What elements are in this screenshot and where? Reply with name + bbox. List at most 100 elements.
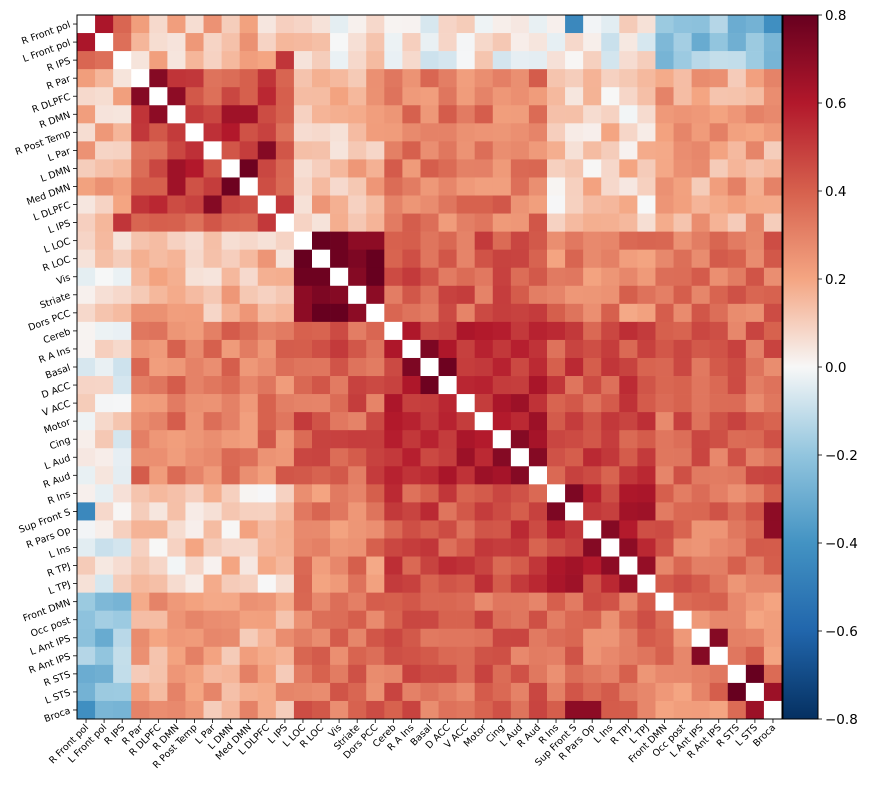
- heatmap-cell: [709, 520, 729, 539]
- y-tick-label: R TPJ: [46, 561, 72, 580]
- heatmap-cell: [167, 628, 186, 648]
- heatmap-cell: [510, 285, 530, 305]
- heatmap-cell: [185, 466, 204, 485]
- heatmap-cell: [221, 159, 241, 178]
- heatmap-cell: [167, 466, 186, 485]
- heatmap-cell: [510, 141, 530, 160]
- heatmap-cell: [673, 249, 692, 269]
- y-tick-label: R LOC: [41, 254, 72, 274]
- heatmap-cell: [366, 466, 385, 485]
- heatmap-cell: [601, 538, 620, 557]
- heatmap-cell: [691, 430, 711, 449]
- heatmap-cell: [95, 502, 114, 521]
- heatmap-cell: [330, 664, 349, 684]
- heatmap-cell: [547, 502, 566, 521]
- heatmap-cell: [528, 556, 548, 575]
- heatmap-cell: [420, 51, 439, 70]
- colorbar-tick-label: 0.2: [825, 272, 846, 288]
- heatmap-cell: [149, 15, 168, 34]
- heatmap-cell: [312, 430, 331, 449]
- heatmap-cell: [348, 664, 367, 684]
- heatmap-cell: [763, 700, 783, 720]
- heatmap-cell: [619, 303, 638, 323]
- heatmap-cell: [510, 213, 530, 232]
- heatmap-cell: [239, 87, 259, 106]
- heatmap-cell: [275, 213, 295, 232]
- heatmap-cell: [583, 682, 602, 702]
- colorbar-tick-label: 0.0: [825, 360, 846, 376]
- heatmap-cell: [149, 213, 168, 232]
- heatmap-cell: [619, 267, 638, 287]
- heatmap-cell: [348, 213, 367, 232]
- heatmap-cell: [727, 700, 747, 720]
- heatmap-cell: [330, 69, 349, 88]
- heatmap-cell: [673, 285, 692, 305]
- colorbar-tick-label: −0.8: [825, 712, 858, 728]
- heatmap-cell: [420, 87, 439, 106]
- heatmap-cell: [456, 538, 476, 557]
- heatmap-cell: [131, 502, 150, 521]
- heatmap-cell: [492, 51, 512, 70]
- heatmap-cell: [113, 448, 132, 467]
- heatmap-cell: [691, 574, 711, 593]
- heatmap-cell: [293, 213, 313, 232]
- heatmap-cell: [330, 610, 349, 630]
- heatmap-cell: [185, 285, 204, 305]
- heatmap-cell: [619, 195, 638, 214]
- heatmap-cell: [709, 556, 729, 575]
- heatmap-cell: [348, 646, 367, 666]
- heatmap-cell: [438, 610, 457, 630]
- heatmap-cell: [257, 69, 277, 88]
- heatmap-cell: [745, 357, 765, 377]
- heatmap-cell: [456, 87, 476, 106]
- heatmap-cell: [113, 592, 132, 612]
- heatmap-cell: [709, 213, 729, 232]
- heatmap-cell: [239, 682, 259, 702]
- heatmap-cell: [547, 285, 566, 305]
- heatmap-cell: [619, 249, 638, 269]
- y-tick-label: L TPJ: [47, 579, 72, 597]
- heatmap-cell: [330, 267, 349, 287]
- heatmap-cell: [203, 339, 222, 359]
- heatmap-cell: [655, 394, 674, 413]
- heatmap-cell: [312, 357, 331, 377]
- heatmap-cell: [438, 123, 457, 142]
- heatmap-cell: [185, 321, 204, 341]
- heatmap-cell: [601, 303, 620, 323]
- heatmap-cell: [438, 466, 457, 485]
- heatmap-cell: [619, 69, 638, 88]
- heatmap-cell: [673, 105, 692, 124]
- heatmap-cell: [510, 123, 530, 142]
- heatmap-cell: [293, 159, 313, 178]
- heatmap-cell: [221, 141, 241, 160]
- heatmap-cell: [528, 502, 548, 521]
- heatmap-cell: [745, 303, 765, 323]
- heatmap-cell: [293, 87, 313, 106]
- heatmap-cell: [709, 376, 729, 395]
- heatmap-cell: [366, 141, 385, 160]
- heatmap-cell: [384, 15, 403, 34]
- heatmap-cell: [565, 159, 584, 178]
- heatmap-cell: [637, 15, 656, 34]
- heatmap-cell: [77, 249, 96, 269]
- heatmap-cell: [203, 628, 222, 648]
- heatmap-cell: [131, 610, 150, 630]
- heatmap-cell: [763, 33, 783, 52]
- heatmap-cell: [709, 357, 729, 377]
- heatmap-cell: [727, 412, 747, 431]
- heatmap-cell: [167, 376, 186, 395]
- heatmap-cell: [745, 159, 765, 178]
- heatmap-cell: [583, 394, 602, 413]
- heatmap-cell: [330, 87, 349, 106]
- heatmap-cell: [167, 231, 186, 251]
- heatmap-cell: [275, 394, 295, 413]
- heatmap-cell: [330, 285, 349, 305]
- heatmap-cell: [673, 51, 692, 70]
- heatmap-cell: [510, 177, 530, 196]
- heatmap-cell: [438, 249, 457, 269]
- heatmap-cell: [185, 502, 204, 521]
- heatmap-cell: [312, 87, 331, 106]
- heatmap-cell: [257, 376, 277, 395]
- heatmap-cell: [131, 448, 150, 467]
